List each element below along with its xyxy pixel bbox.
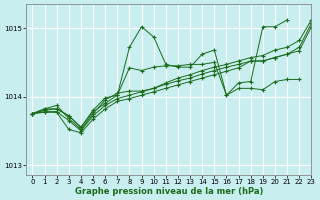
X-axis label: Graphe pression niveau de la mer (hPa): Graphe pression niveau de la mer (hPa) <box>75 187 263 196</box>
